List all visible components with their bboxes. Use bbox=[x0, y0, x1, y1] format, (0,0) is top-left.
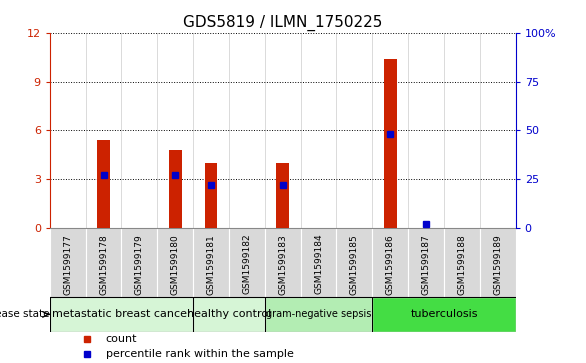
Bar bbox=[169, 150, 182, 228]
Bar bbox=[277, 163, 289, 228]
Bar bbox=[408, 228, 444, 297]
Text: disease state: disease state bbox=[0, 309, 49, 319]
Text: GSM1599178: GSM1599178 bbox=[99, 234, 108, 294]
Bar bbox=[193, 228, 229, 297]
Text: metastatic breast cancer: metastatic breast cancer bbox=[52, 309, 191, 319]
Text: GSM1599189: GSM1599189 bbox=[493, 234, 502, 294]
Text: GSM1599182: GSM1599182 bbox=[243, 234, 251, 294]
Text: GSM1599183: GSM1599183 bbox=[278, 234, 287, 294]
Text: GSM1599181: GSM1599181 bbox=[207, 234, 216, 294]
Text: GSM1599188: GSM1599188 bbox=[458, 234, 466, 294]
Bar bbox=[372, 297, 516, 332]
Bar bbox=[50, 297, 193, 332]
Title: GDS5819 / ILMN_1750225: GDS5819 / ILMN_1750225 bbox=[183, 15, 383, 31]
Bar bbox=[50, 228, 86, 297]
Bar bbox=[301, 228, 336, 297]
Bar bbox=[193, 297, 265, 332]
Text: GSM1599184: GSM1599184 bbox=[314, 234, 323, 294]
Bar bbox=[265, 228, 301, 297]
Bar bbox=[121, 228, 157, 297]
Text: GSM1599187: GSM1599187 bbox=[421, 234, 431, 294]
Bar bbox=[97, 140, 110, 228]
Bar bbox=[229, 228, 265, 297]
Text: tuberculosis: tuberculosis bbox=[410, 309, 478, 319]
Bar bbox=[480, 228, 516, 297]
Bar bbox=[157, 228, 193, 297]
Text: GSM1599185: GSM1599185 bbox=[350, 234, 359, 294]
Bar bbox=[86, 228, 121, 297]
Text: count: count bbox=[105, 334, 137, 344]
Bar bbox=[384, 59, 397, 228]
Bar bbox=[444, 228, 480, 297]
Bar bbox=[372, 228, 408, 297]
Text: GSM1599180: GSM1599180 bbox=[171, 234, 180, 294]
Text: percentile rank within the sample: percentile rank within the sample bbox=[105, 349, 294, 359]
Bar bbox=[265, 297, 372, 332]
Text: GSM1599177: GSM1599177 bbox=[63, 234, 72, 294]
Bar bbox=[336, 228, 372, 297]
Text: healthy control: healthy control bbox=[187, 309, 271, 319]
Text: GSM1599179: GSM1599179 bbox=[135, 234, 144, 294]
Bar bbox=[205, 163, 217, 228]
Text: gram-negative sepsis: gram-negative sepsis bbox=[266, 309, 372, 319]
Text: GSM1599186: GSM1599186 bbox=[386, 234, 395, 294]
